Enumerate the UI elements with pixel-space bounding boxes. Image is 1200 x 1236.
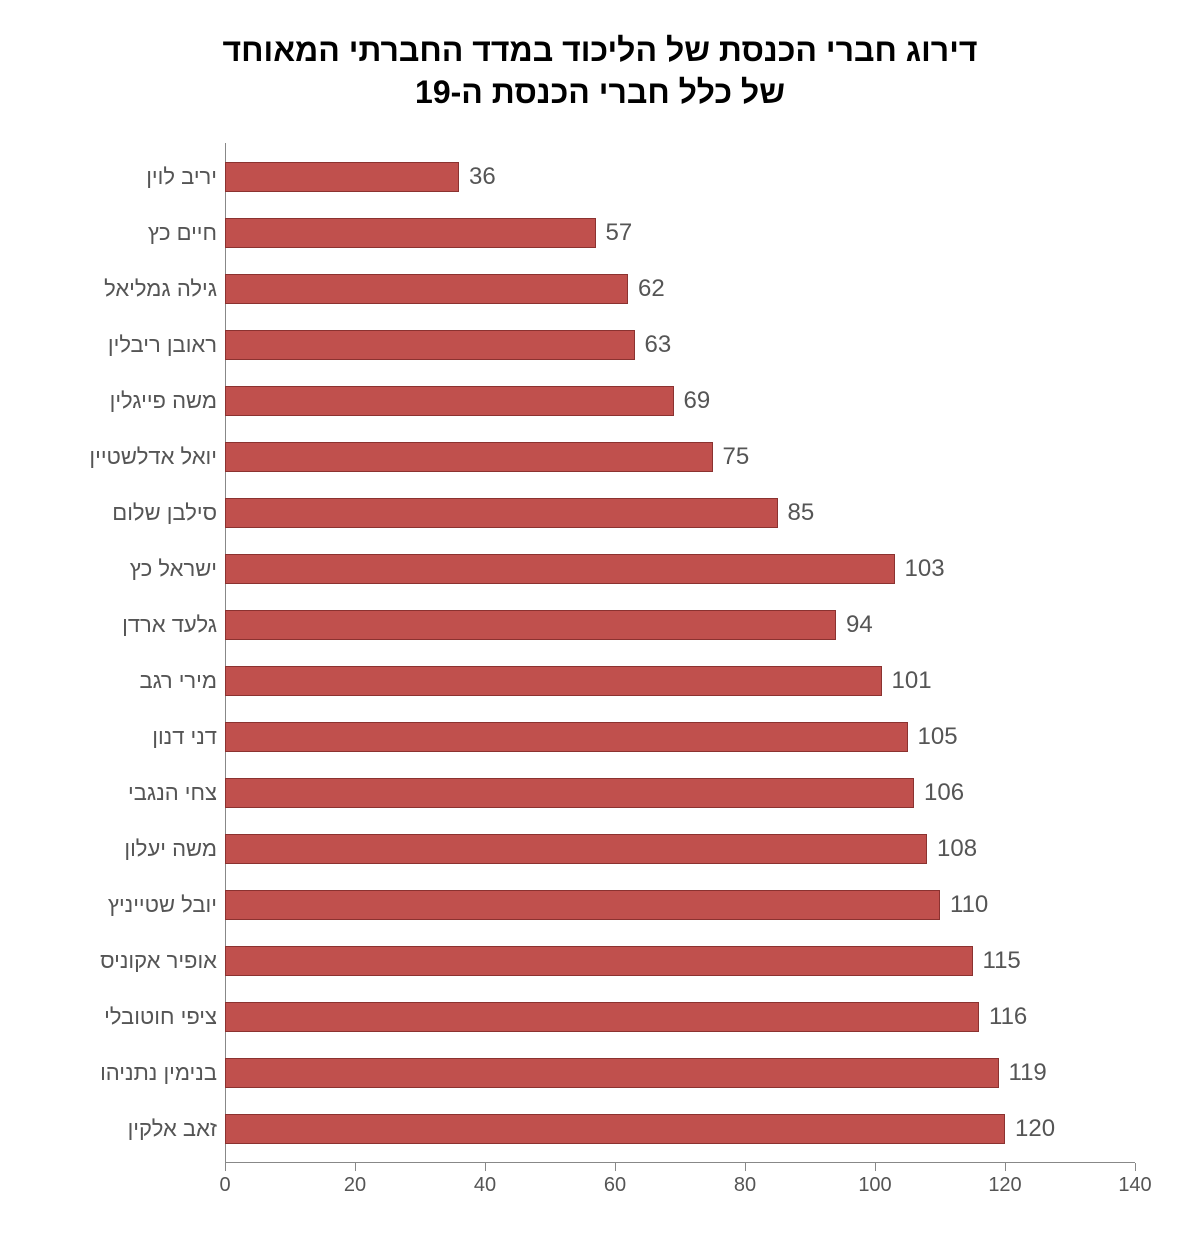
x-tick-label: 100: [858, 1174, 891, 1197]
bar: [225, 218, 596, 248]
bar: [225, 890, 940, 920]
bar-value-label: 115: [983, 947, 1021, 975]
x-tick-mark: [615, 1163, 616, 1171]
bar-value-label: 36: [469, 163, 496, 191]
y-axis-label: משה פייגלין: [110, 388, 217, 414]
x-tick-label: 0: [219, 1174, 230, 1197]
bar: [225, 1114, 1005, 1144]
bar-value-label: 105: [918, 723, 958, 751]
y-axis-label: משה יעלון: [124, 836, 217, 862]
bar-value-label: 116: [989, 1003, 1027, 1031]
bar-value-label: 110: [950, 891, 988, 919]
y-axis-label: גילה גמליאל: [104, 276, 217, 302]
bar-value-label: 75: [723, 443, 750, 471]
y-axis-label: ישראל כץ: [130, 556, 217, 582]
chart-title-line1: דירוג חברי הכנסת של הליכוד במדד החברתי ה…: [60, 30, 1140, 72]
bar: [225, 386, 674, 416]
bar-value-label: 103: [905, 555, 945, 583]
bar: [225, 778, 914, 808]
x-tick-label: 40: [474, 1174, 496, 1197]
bar-value-label: 57: [606, 219, 633, 247]
bar-value-label: 106: [924, 779, 964, 807]
bar-value-label: 69: [684, 387, 711, 415]
bar: [225, 330, 635, 360]
y-axis-labels: יריב לוין חיים כץ גילה גמליאל ראובן ריבלין מ…: [60, 143, 225, 1163]
bar-value-label: 119: [1009, 1059, 1047, 1087]
bar: [225, 722, 908, 752]
y-axis-label: ציפי חוטובלי: [104, 1004, 217, 1030]
bar-value-label: 85: [788, 499, 815, 527]
x-tick-mark: [355, 1163, 356, 1171]
bar-value-label: 63: [645, 331, 672, 359]
x-tick-label: 60: [604, 1174, 626, 1197]
bar-value-label: 94: [846, 611, 873, 639]
bar: [225, 442, 713, 472]
x-tick-mark: [225, 1163, 226, 1171]
x-tick-label: 80: [734, 1174, 756, 1197]
y-axis-label: סילבן שלום: [112, 500, 217, 526]
bar-value-label: 62: [638, 275, 665, 303]
x-tick-label: 120: [988, 1174, 1021, 1197]
plot-area: יריב לוין חיים כץ גילה גמליאל ראובן ריבלין מ…: [60, 143, 1135, 1163]
bar: [225, 1058, 999, 1088]
x-tick-mark: [1135, 1163, 1136, 1171]
bar: [225, 610, 836, 640]
bar: [225, 554, 895, 584]
bar-value-label: 120: [1015, 1115, 1055, 1143]
bar-value-label: 101: [892, 667, 932, 695]
bar: [225, 162, 459, 192]
y-axis-label: יואל אדלשטיין: [89, 444, 217, 470]
y-axis-label: זאב אלקין: [128, 1116, 217, 1142]
y-axis-label: אופיר אקוניס: [100, 948, 217, 974]
bar-value-label: 108: [937, 835, 977, 863]
bar: [225, 946, 973, 976]
x-axis-line: [225, 1162, 1135, 1163]
bar: [225, 834, 927, 864]
y-axis-label: מירי רגב: [139, 668, 217, 694]
y-axis-label: דני דנון: [152, 724, 217, 750]
bar: [225, 1002, 979, 1032]
y-axis-label: יריב לוין: [146, 164, 217, 190]
y-axis-label: יובל שטייניץ: [108, 892, 217, 918]
chart-container: דירוג חברי הכנסת של הליכוד במדד החברתי ה…: [0, 0, 1200, 1236]
x-tick-mark: [1005, 1163, 1006, 1171]
x-tick-mark: [745, 1163, 746, 1171]
x-tick-mark: [875, 1163, 876, 1171]
x-tick-mark: [485, 1163, 486, 1171]
y-axis-label: גלעד ארדן: [122, 612, 217, 638]
y-axis-label: צחי הנגבי: [128, 780, 217, 806]
y-axis-label: חיים כץ: [148, 220, 217, 246]
chart-title-line2: של כלל חברי הכנסת ה-19: [60, 72, 1140, 114]
bar: [225, 666, 882, 696]
x-tick-label: 20: [344, 1174, 366, 1197]
bars-area: 0204060801001201403657626369758510394101…: [225, 143, 1135, 1163]
bar: [225, 274, 628, 304]
y-axis-label: ראובן ריבלין: [108, 332, 217, 358]
chart-title: דירוג חברי הכנסת של הליכוד במדד החברתי ה…: [60, 30, 1140, 113]
y-axis-label: בנימין נתניהו: [100, 1060, 217, 1086]
bar: [225, 498, 778, 528]
x-tick-label: 140: [1118, 1174, 1151, 1197]
